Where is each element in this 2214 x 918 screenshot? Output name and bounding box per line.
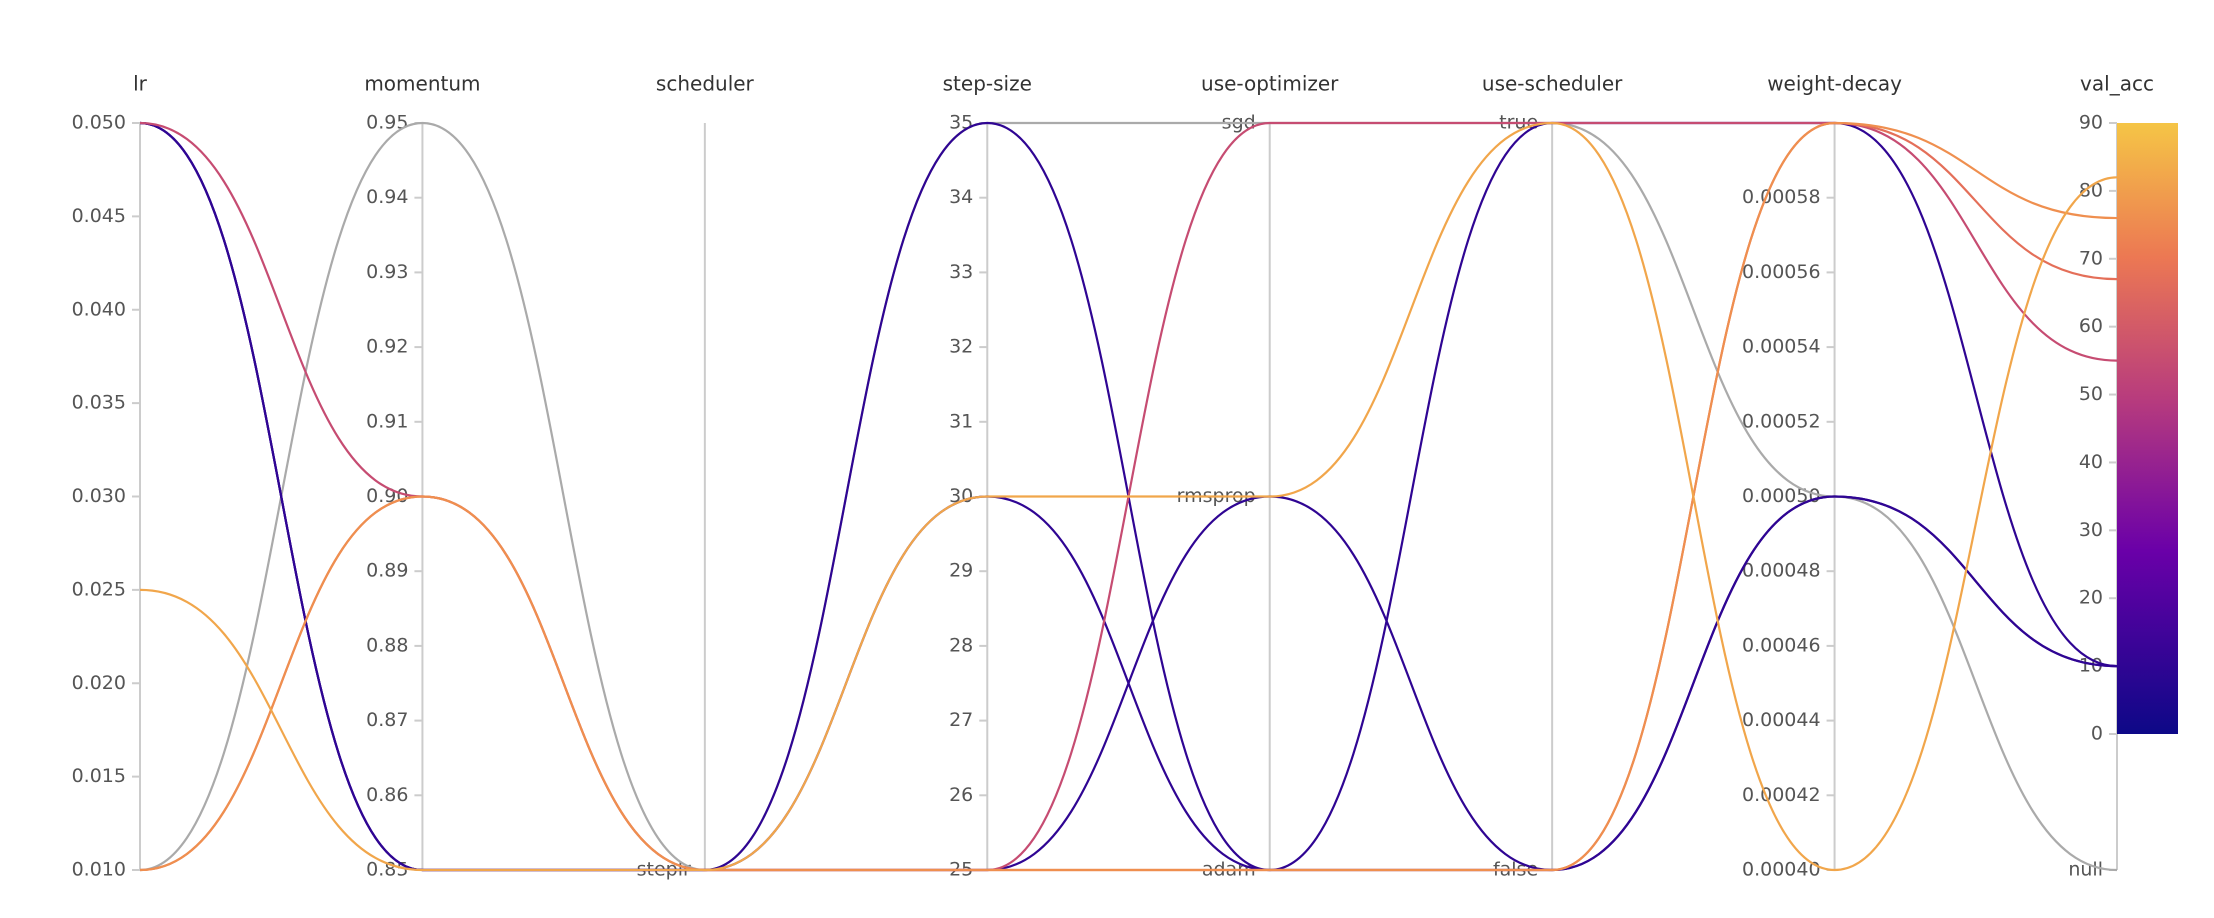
tick-label: 0.00056 [1742,261,1821,283]
tick-label: 90 [2079,112,2103,134]
tick-label: 32 [949,336,973,358]
tick-label: 0.00050 [1742,485,1821,507]
tick-label: 0.00058 [1742,186,1821,208]
tick-label: 10 [2079,655,2103,677]
tick-label: 70 [2079,247,2103,269]
tick-label: 0.85 [366,859,408,881]
tick-label: 0.00048 [1742,560,1821,582]
tick-label: 0.93 [366,261,408,283]
null-label: null [2068,859,2103,881]
tick-label: 0.010 [72,859,126,881]
tick-label: 0.87 [366,709,408,731]
tick-label: 60 [2079,315,2103,337]
tick-label: 0.045 [72,205,126,227]
tick-label: 0.00054 [1742,336,1821,358]
tick-label: 0.00044 [1742,709,1821,731]
tick-label: 27 [949,709,973,731]
run-line [139,121,2118,872]
tick-label: 50 [2079,383,2103,405]
tick-label: 31 [949,410,973,432]
tick-label: 0.050 [72,112,126,134]
tick-label: 0.92 [366,336,408,358]
tick-label: 26 [949,784,973,806]
tick-label: 80 [2079,179,2103,201]
tick-label: 0.040 [72,298,126,320]
tick-label: 35 [949,112,973,134]
tick-label: 40 [2079,451,2103,473]
tick-label: 0.89 [366,560,408,582]
axis-title: use-scheduler [1482,72,1623,96]
tick-label: 29 [949,560,973,582]
axis-title: lr [133,72,148,96]
axis-title: scheduler [656,72,755,96]
tick-label: 0.020 [72,672,126,694]
tick-label: 30 [2079,519,2103,541]
tick-label: 0.00042 [1742,784,1821,806]
axis-title: use-optimizer [1201,72,1339,96]
tick-label: 0.015 [72,765,126,787]
run-line [139,121,2118,872]
axis-title: momentum [364,72,480,96]
tick-label: 0.030 [72,485,126,507]
tick-label: 34 [949,186,973,208]
tick-label: 0.88 [366,634,408,656]
axis-title: val_acc [2080,72,2154,96]
axis-title: weight-decay [1767,72,1902,96]
colorbar [2117,123,2178,734]
tick-label: 28 [949,634,973,656]
tick-label: 0.025 [72,578,126,600]
run-line [139,121,2118,872]
tick-label: 0.035 [72,392,126,414]
tick-label: 0 [2091,723,2103,745]
tick-label: 0.86 [366,784,408,806]
tick-label: 30 [949,485,973,507]
tick-label: 0.00046 [1742,634,1821,656]
tick-label: 20 [2079,587,2103,609]
axis-title: step-size [943,72,1032,96]
tick-label: 0.00040 [1742,859,1821,881]
tick-label: 0.94 [366,186,408,208]
tick-label: 0.91 [366,410,408,432]
tick-label: 0.00052 [1742,410,1821,432]
tick-label: 0.95 [366,112,408,134]
tick-label: 33 [949,261,973,283]
